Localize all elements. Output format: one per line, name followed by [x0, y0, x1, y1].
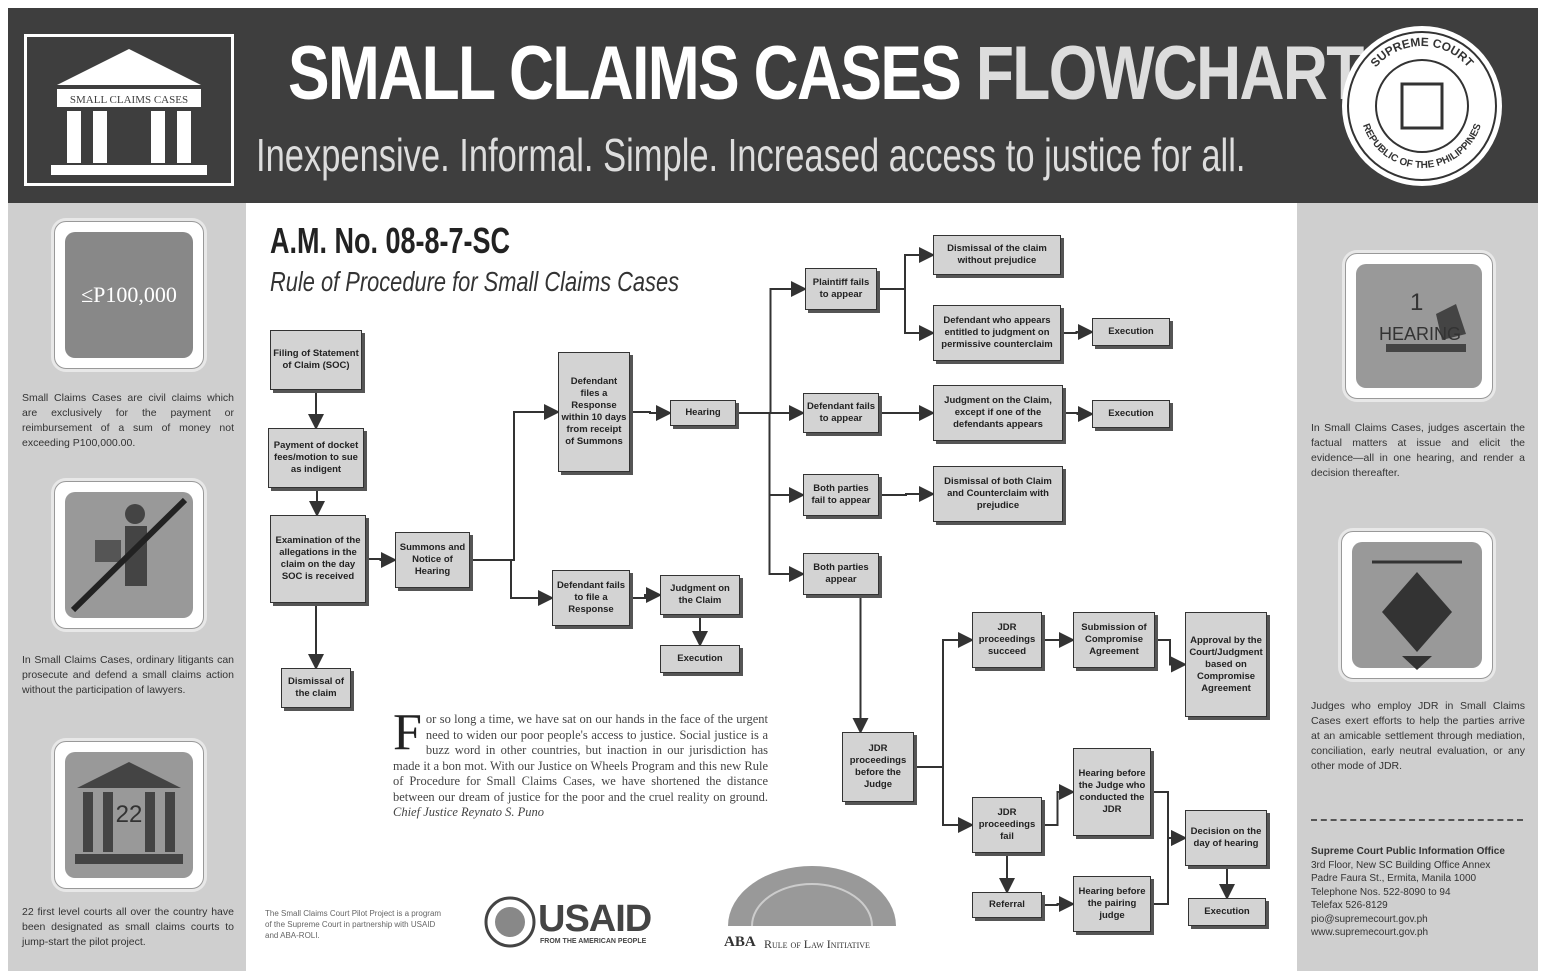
flow-arrow — [1063, 413, 1092, 414]
flow-arrow — [470, 560, 552, 598]
aba-name: Rule of Law Initiative — [764, 937, 870, 952]
flow-node: Examination of the allegations in the cl… — [270, 515, 366, 603]
flow-arrow — [736, 289, 805, 413]
flow-node: Execution — [1188, 898, 1266, 926]
flow-arrow — [879, 494, 933, 495]
flow-node: Hearing before the pairing judge — [1073, 876, 1151, 932]
flow-node: Both parties appear — [803, 553, 879, 595]
usaid-seal — [484, 896, 536, 948]
flow-node: Execution — [1092, 318, 1170, 346]
flow-node: JDR proceedings succeed — [972, 612, 1042, 668]
flow-arrow — [1151, 838, 1185, 904]
flow-node: Decision on the day of hearing — [1185, 810, 1267, 866]
flow-node: Payment of docket fees/motion to sue as … — [268, 428, 364, 488]
flow-arrow — [1042, 792, 1073, 825]
flow-node: Filing of Statement of Claim (SOC) — [270, 330, 362, 390]
flow-node: Defendant fails to appear — [803, 393, 879, 433]
flow-arrow — [914, 640, 972, 767]
flow-node: Submission of Compromise Agreement — [1073, 612, 1155, 668]
flow-node: Hearing before the Judge who conducted t… — [1073, 748, 1151, 836]
flow-arrows — [0, 0, 1544, 971]
flow-node: Execution — [660, 645, 740, 673]
flow-node: Defendant who appears entitled to judgme… — [933, 305, 1061, 361]
flow-arrow — [366, 559, 395, 560]
flow-node: Referral — [972, 892, 1042, 918]
globe — [722, 860, 902, 930]
flow-node: Judgment on the Claim — [660, 575, 740, 615]
flow-node: Defendant fails to file a Response — [552, 570, 630, 626]
flow-arrow — [630, 412, 670, 413]
quote-author: Chief Justice Reynato S. Puno — [393, 805, 544, 819]
flow-node: Approval by the Court/Judgment based on … — [1185, 612, 1267, 717]
quote-text: For so long a time, we have sat on our h… — [393, 712, 768, 804]
flow-node: Dismissal of the claim — [281, 668, 351, 708]
flow-arrow — [1042, 904, 1073, 905]
usaid-tagline: FROM THE AMERICAN PEOPLE — [540, 938, 646, 945]
flow-node: JDR proceedings before the Judge — [842, 732, 914, 802]
flow-node: Hearing — [670, 400, 736, 426]
flow-arrow — [736, 413, 803, 574]
flow-node: Dismissal of both Claim and Counterclaim… — [933, 466, 1063, 522]
flow-arrow — [1155, 640, 1185, 665]
flow-node: Dismissal of the claim without prejudice — [933, 235, 1061, 275]
flow-node: Execution — [1092, 400, 1170, 428]
flow-node: Judgment on the Claim, except if one of … — [933, 385, 1063, 441]
flow-node: Both parties fail to appear — [803, 474, 879, 516]
footer-note: The Small Claims Court Pilot Project is … — [265, 908, 445, 941]
flow-arrow — [630, 595, 660, 598]
flow-node: Summons and Notice of Hearing — [395, 532, 470, 588]
flow-arrow — [914, 767, 972, 825]
aba: ABA — [724, 934, 756, 951]
flow-node: Plaintiff fails to appear — [805, 268, 877, 310]
flow-arrow — [877, 289, 933, 333]
usaid: USAID — [538, 898, 651, 941]
flow-arrow — [470, 412, 558, 560]
page: SMALL CLAIMS CASES SMALL CLAIMS CASES FL… — [0, 0, 1544, 971]
flow-arrow — [1061, 332, 1092, 333]
flow-node: Defendant files a Response within 10 day… — [558, 352, 630, 472]
flow-arrow — [877, 255, 933, 289]
flow-arrow — [1151, 792, 1185, 838]
flow-node: JDR proceedings fail — [972, 797, 1042, 853]
quote: For so long a time, we have sat on our h… — [393, 712, 768, 821]
